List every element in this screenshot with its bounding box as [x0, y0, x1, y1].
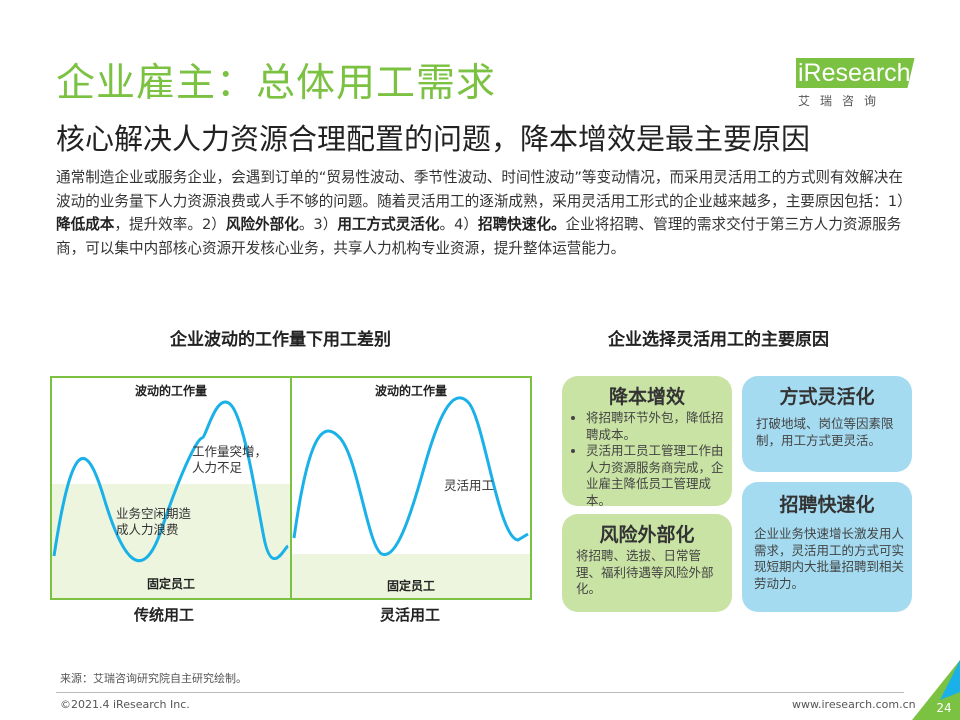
intro-bold: 降低成本 [56, 216, 115, 233]
traditional-wave-diagram: 波动的工作量 固定员工 工作量突增， 人力不足 业务空闲期造 成人力浪费 [52, 383, 290, 598]
intro-bold: 用工方式灵活化 [337, 216, 440, 233]
iresearch-logo: iResearch 艾瑞咨询 [796, 58, 916, 108]
fixed-staff-area [292, 554, 530, 598]
intro-bold: 风险外部化 [225, 216, 299, 233]
workload-label: 波动的工作量 [135, 383, 207, 398]
trough-note-line2: 成人力浪费 [116, 522, 179, 537]
trough-note-line1: 业务空闲期造 [116, 506, 192, 521]
intro-text: 通常制造企业或服务企业，会遇到订单的“贸易性波动、季节性波动、时间性波动”等变动… [56, 169, 912, 210]
page-subtitle: 核心解决人力资源合理配置的问题，降本增效是最主要原因 [56, 122, 811, 156]
reason-risk-title: 风险外部化 [599, 524, 695, 546]
reason-speed-title: 招聘快速化 [779, 494, 875, 516]
right-section-title: 企业选择灵活用工的主要原因 [608, 330, 829, 350]
reason-cost-box: 降本增效 将招聘环节外包，降低招聘成本。 灵活用工员工管理工作由人力资源服务商完… [562, 376, 732, 508]
left-section-title: 企业波动的工作量下用工差别 [170, 330, 391, 350]
flex-note: 灵活用工 [444, 478, 494, 493]
workload-label: 波动的工作量 [375, 383, 447, 398]
intro-text: 。4） [439, 216, 478, 233]
traditional-employment-panel: 波动的工作量 固定员工 工作量突增， 人力不足 业务空闲期造 成人力浪费 [50, 376, 292, 600]
peak-note-line2: 人力不足 [192, 460, 243, 475]
workload-wave [292, 396, 529, 556]
intro-paragraph: 通常制造企业或服务企业，会遇到订单的“贸易性波动、季节性波动、时间性波动”等变动… [56, 166, 912, 260]
traditional-employment-label: 传统用工 [134, 606, 195, 624]
corner-green-shape [912, 660, 960, 720]
reason-cost-text: 将招聘环节外包，降低招聘成本。 灵活用工员工管理工作由人力资源服务商完成，企业雇… [570, 410, 728, 510]
workload-wave [52, 400, 290, 563]
fixed-staff-label: 固定员工 [147, 576, 195, 591]
flexible-wave-diagram: 波动的工作量 固定员工 灵活用工 [292, 383, 530, 598]
reason-speed-box: 招聘快速化 企业业务快速增长激发用人需求，灵活用工的方式可实现短期内大批量招聘到… [742, 482, 912, 612]
flexible-employment-label: 灵活用工 [380, 606, 441, 624]
peak-note-line1: 工作量突增， [192, 444, 267, 459]
reason-speed-text: 企业业务快速增长激发用人需求，灵活用工的方式可实现短期内大批量招聘到相关劳动力。 [754, 526, 905, 591]
copyright: ©2021.4 iResearch Inc. [60, 698, 190, 711]
reason-cost-item: 将招聘环节外包，降低招聘成本。 [586, 410, 728, 443]
website-url: www.iresearch.com.cn [792, 698, 916, 711]
page-corner-badge: 24 [912, 660, 960, 720]
logo-wordmark: iResearch [796, 58, 915, 88]
intro-text: 企业将招聘、管理的需求交付于第三方人力资源服务商，可以集中内部核心资源开发核心业… [56, 216, 902, 257]
intro-text: ，提升效率。2） [114, 216, 226, 233]
fixed-staff-label: 固定员工 [387, 578, 435, 593]
flexible-employment-panel: 波动的工作量 固定员工 灵活用工 [290, 376, 532, 600]
page-title: 企业雇主：总体用工需求 [56, 61, 497, 106]
reason-cost-title: 降本增效 [608, 386, 685, 408]
corner-blue-shape [940, 660, 960, 700]
reason-flex-title: 方式灵活化 [779, 386, 875, 408]
logo-chinese: 艾瑞咨询 [798, 94, 887, 108]
reason-flex-box: 方式灵活化 打破地域、岗位等因素限制，用工方式更灵活。 [742, 376, 912, 472]
intro-text: 。3） [298, 216, 338, 233]
reason-cost-item: 灵活用工员工管理工作由人力资源服务商完成，企业雇主降低员工管理成本。 [586, 443, 728, 509]
source-note: 来源：艾瑞咨询研究院自主研究绘制。 [60, 672, 247, 685]
page-number: 24 [936, 701, 951, 715]
reason-risk-box: 风险外部化 将招聘、选拔、日常管理、福利待遇等风险外部化。 [562, 514, 732, 612]
reason-flex-text: 打破地域、岗位等因素限制，用工方式更灵活。 [756, 416, 894, 448]
intro-bold: 招聘快速化。 [477, 216, 566, 233]
footer-divider [56, 692, 904, 693]
reason-risk-text: 将招聘、选拔、日常管理、福利待遇等风险外部化。 [576, 548, 714, 597]
